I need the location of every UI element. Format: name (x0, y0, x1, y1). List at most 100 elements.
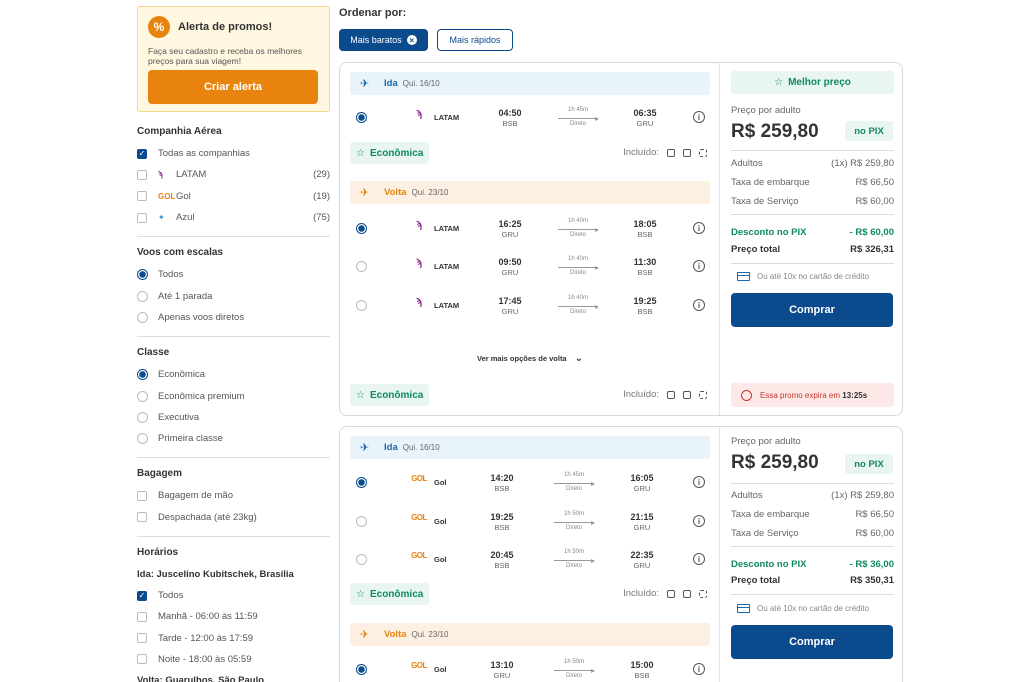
flight-radio[interactable] (356, 554, 367, 565)
leg-date: Qui. 23/10 (411, 630, 449, 639)
flight-radio-selected[interactable] (356, 477, 367, 488)
filter-option-gol[interactable]: GOL Gol (19) (137, 186, 330, 207)
flight-radio-selected[interactable] (356, 112, 367, 123)
arrival: 16:05 GRU (622, 473, 662, 493)
leg-title: Ida (384, 78, 398, 89)
radio[interactable] (137, 311, 148, 323)
checkbox[interactable] (137, 212, 147, 223)
filter-option-checked-bag[interactable]: Despachada (até 23kg) (137, 507, 330, 528)
row-label: Desconto no PIX (731, 227, 807, 238)
flight-option-row[interactable]: ϡ LATAM 17:45 GRU 1h 40m Direto 19:25 BS… (340, 292, 720, 320)
filter-option-first[interactable]: Primeira classe (137, 428, 330, 449)
info-icon[interactable]: i (693, 299, 705, 311)
radio-selected[interactable] (137, 369, 148, 381)
departure-time: 14:20 (490, 473, 514, 483)
radio[interactable] (137, 390, 148, 402)
price-value: R$ 259,80 (731, 452, 819, 473)
filter-option-carry-on[interactable]: Bagagem de mão (137, 485, 330, 506)
departure: 19:25 BSB (482, 512, 522, 532)
filter-option-economy[interactable]: Econômica (137, 364, 330, 385)
flight-option-row[interactable]: ϡ LATAM 09:50 GRU 1h 40m Direto 11:30 BS… (340, 253, 720, 281)
row-label: Desconto no PIX (731, 559, 807, 570)
filter-option-one-stop[interactable]: Até 1 parada (137, 285, 330, 306)
filter-option-premium-economy[interactable]: Econômica premium (137, 385, 330, 406)
flight-option-row[interactable]: GOL Gol 14:20 BSB 1h 45m Direto 16:05 GR… (340, 469, 720, 497)
arrival: 18:05 BSB (625, 219, 665, 239)
filter-option-night[interactable]: Noite - 18:00 às 05:59 (137, 649, 330, 670)
flight-radio[interactable] (356, 261, 367, 272)
close-icon[interactable]: × (406, 35, 417, 45)
info-icon[interactable]: i (693, 111, 705, 123)
filter-option-business[interactable]: Executiva (137, 407, 330, 428)
arrival: 21:15 GRU (622, 512, 662, 532)
direct-label: Direto (569, 232, 586, 238)
info-icon[interactable]: i (693, 663, 705, 675)
buy-button[interactable]: Comprar (731, 293, 893, 327)
promo-text: Faça seu cadastro e receba os melhores p… (148, 46, 303, 66)
flight-radio-selected[interactable] (356, 664, 367, 675)
checkbox[interactable] (137, 654, 147, 665)
flight-radio[interactable] (356, 300, 367, 311)
checkbox[interactable] (137, 490, 147, 501)
filter-option-afternoon[interactable]: Tarde - 12:00 às 17:59 (137, 627, 330, 648)
info-icon[interactable]: i (693, 222, 705, 234)
arrow-icon (558, 225, 599, 232)
radio-selected[interactable] (137, 269, 148, 281)
checkbox-checked[interactable]: ✓ (137, 148, 147, 159)
flight-option-row[interactable]: GOL Gol 19:25 BSB 1h 50m Direto 21:15 GR… (340, 508, 720, 536)
flight-option-row[interactable]: GOL Gol 20:45 BSB 1h 50m Direto 22:35 GR… (340, 546, 720, 574)
departure-airport: BSB (502, 119, 518, 128)
radio[interactable] (137, 411, 148, 423)
info-icon[interactable]: i (693, 553, 705, 565)
fare-class-badge: ☆ Econômica (350, 142, 430, 164)
create-alert-button[interactable]: Criar alerta (148, 70, 318, 104)
buy-button[interactable]: Comprar (731, 625, 893, 659)
flight-radio-selected[interactable] (356, 223, 367, 234)
flight-option-row[interactable]: ϡ LATAM 16:25 GRU 1h 40m Direto 18:05 BS… (340, 215, 720, 243)
flight-duration: 1h 50m Direto (554, 659, 595, 679)
arrow-icon (558, 114, 599, 121)
info-icon[interactable]: i (693, 515, 705, 527)
radio[interactable] (137, 290, 148, 302)
filter-option-label: Todos (158, 590, 184, 601)
star-icon: ☆ (356, 147, 365, 159)
filter-option-morning[interactable]: Manhã - 06:00 às 11:59 (137, 606, 330, 627)
checkbox[interactable] (137, 611, 147, 622)
filter-option-all-stops[interactable]: Todos (137, 264, 330, 285)
more-options-link[interactable]: Ver mais opções de volta ⌄ (340, 353, 720, 364)
departure-time: 17:45 (498, 296, 522, 306)
filter-option-all-airlines[interactable]: ✓ Todas as companhias (137, 143, 330, 164)
checkbox[interactable] (137, 191, 147, 202)
checkbox[interactable] (137, 633, 147, 644)
service-tax-row: Taxa de Serviço R$ 60,00 (731, 528, 894, 539)
info-icon[interactable]: i (693, 476, 705, 488)
boarding-tax-row: Taxa de embarque R$ 66,50 (731, 177, 894, 188)
filter-option-label: LATAM (176, 169, 207, 181)
departure-airport: BSB (494, 561, 510, 570)
filter-option-azul[interactable]: ✦ Azul (75) (137, 207, 330, 228)
filter-title: Voos com escalas (137, 247, 223, 259)
filter-option-latam[interactable]: ϡ LATAM (29) (137, 164, 330, 185)
info-icon[interactable]: i (693, 260, 705, 272)
row-label: Adultos (731, 158, 763, 169)
checkbox[interactable] (137, 512, 147, 523)
flight-radio[interactable] (356, 516, 367, 527)
sort-fastest-button[interactable]: Mais rápidos (437, 29, 513, 51)
filter-option-direct[interactable]: Apenas voos diretos (137, 307, 330, 328)
flight-option-row[interactable]: ϡ LATAM 04:50 BSB 1h 45m Direto 06:35 GR… (340, 104, 720, 132)
sort-cheapest-button[interactable]: Mais baratos × (339, 29, 428, 51)
departure-airport: GRU (501, 268, 519, 277)
flight-option-row[interactable]: GOL Gol 13:10 GRU 1h 50m Direto 15:00 BS… (340, 656, 720, 682)
included-baggage: Incluído: (623, 147, 707, 158)
row-value: R$ 350,31 (850, 575, 894, 586)
checkbox-checked[interactable]: ✓ (137, 590, 147, 601)
radio[interactable] (137, 433, 148, 445)
arrival-time: 18:05 (633, 219, 657, 229)
filter-option-label: Todos (158, 269, 184, 281)
flight-duration: 1h 50m Direto (554, 511, 595, 531)
filter-option-all-times[interactable]: ✓ Todos (137, 585, 330, 606)
checkbox[interactable] (137, 169, 147, 180)
included-baggage: Incluído: (623, 588, 707, 599)
price-value: R$ 259,80 (731, 121, 819, 142)
departure: 16:25 GRU (490, 219, 530, 239)
